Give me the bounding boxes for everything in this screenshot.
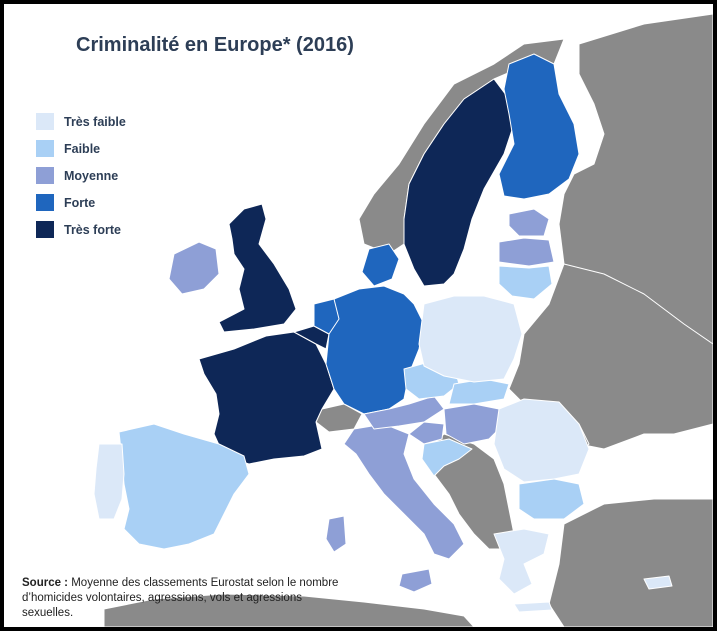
source-label: Source : xyxy=(22,577,69,589)
region-sweden xyxy=(403,78,515,287)
region-germany xyxy=(325,285,425,415)
region-spain xyxy=(118,423,250,550)
region-latvia xyxy=(498,237,555,267)
region-portugal xyxy=(93,443,125,520)
region-romania xyxy=(493,398,590,483)
legend-item: Faible xyxy=(36,135,126,162)
region-estonia xyxy=(508,208,550,237)
region-crete xyxy=(513,601,553,613)
legend-swatch xyxy=(36,194,54,211)
legend-label: Forte xyxy=(64,195,96,210)
region-africa xyxy=(103,593,475,627)
legend-label: Moyenne xyxy=(64,168,119,183)
region-italy xyxy=(343,423,465,560)
region-croatia xyxy=(421,438,473,477)
legend-label: Faible xyxy=(64,141,101,156)
region-greece xyxy=(493,528,550,595)
map-title: Criminalité en Europe* (2016) xyxy=(76,34,354,56)
region-ireland xyxy=(168,241,220,295)
legend-label: Très faible xyxy=(64,114,126,129)
region-uk xyxy=(218,203,297,333)
legend-swatch xyxy=(36,113,54,130)
region-sicily xyxy=(398,568,433,593)
region-poland xyxy=(418,295,523,383)
europe-map xyxy=(93,13,713,627)
legend: Très faible Faible Moyenne Forte Très fo… xyxy=(36,108,126,243)
region-cyprus xyxy=(643,575,673,590)
legend-item: Très faible xyxy=(36,108,126,135)
legend-label: Très forte xyxy=(64,222,121,237)
map-frame: Criminalité en Europe* (2016) Très faibl… xyxy=(4,4,713,627)
region-lithuania xyxy=(498,265,553,300)
region-sardinia xyxy=(325,515,347,553)
region-turkey xyxy=(548,498,713,627)
legend-swatch xyxy=(36,167,54,184)
legend-swatch xyxy=(36,140,54,157)
region-bulgaria xyxy=(518,478,585,520)
region-finland xyxy=(498,53,580,200)
legend-swatch xyxy=(36,221,54,238)
region-belgium xyxy=(293,325,330,350)
region-netherlands xyxy=(313,298,340,335)
source-note: Source : Moyenne des classements Eurosta… xyxy=(22,576,352,621)
source-text: Moyenne des classements Eurostat selon l… xyxy=(22,577,339,619)
region-denmark xyxy=(361,243,400,287)
legend-item: Moyenne xyxy=(36,162,126,189)
legend-item: Forte xyxy=(36,189,126,216)
legend-item: Très forte xyxy=(36,216,126,243)
region-slovenia xyxy=(408,421,445,445)
